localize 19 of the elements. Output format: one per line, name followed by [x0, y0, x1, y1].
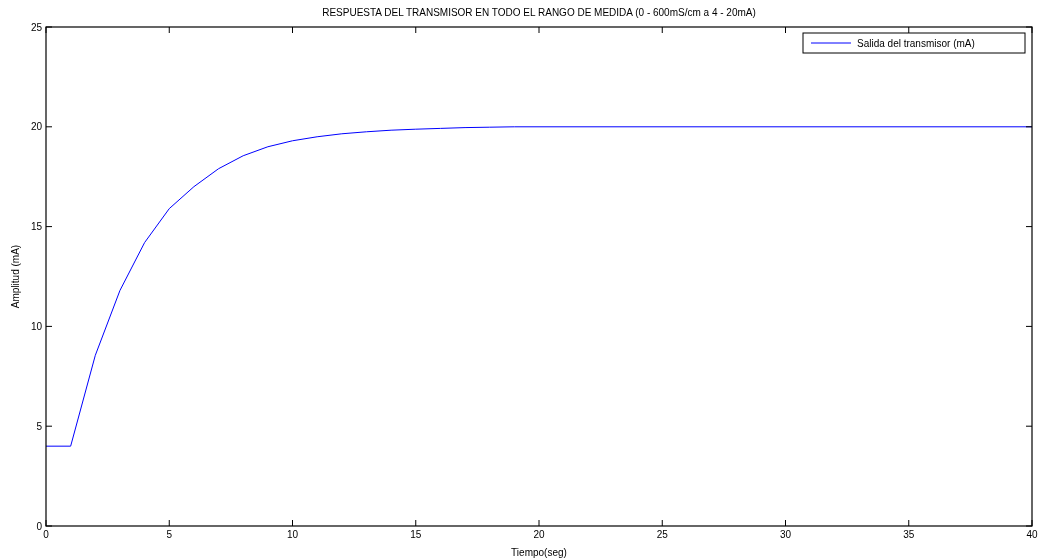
- y-tick-label: 20: [30, 121, 43, 133]
- y-tick-label: 10: [30, 320, 43, 332]
- legend-label: Salida del transmisor (mA): [857, 38, 975, 49]
- chart-title: RESPUESTA DEL TRANSMISOR EN TODO EL RANGO DE MEDIDA (0 - 600mS/cm a 4 - 20mA): [322, 7, 756, 18]
- x-tick-label: 25: [656, 529, 669, 540]
- x-tick-label: 5: [166, 529, 173, 540]
- y-tick-label: 0: [36, 520, 43, 532]
- x-tick-label: 35: [903, 529, 915, 540]
- x-tick-label: 20: [533, 529, 545, 540]
- x-axis-title: Tiempo(seg): [511, 547, 567, 558]
- x-tick-label: 15: [410, 529, 422, 540]
- x-tick-label: 40: [1026, 529, 1038, 540]
- y-axis-title: Amplitud (mA): [10, 244, 21, 309]
- y-tick-label: 15: [30, 221, 43, 233]
- y-tick-label: 25: [30, 21, 43, 33]
- y-tick-label: 5: [36, 420, 43, 432]
- x-tick-label: 30: [779, 529, 792, 540]
- x-tick-label: 10: [286, 529, 299, 540]
- x-tick-label: 0: [43, 529, 50, 540]
